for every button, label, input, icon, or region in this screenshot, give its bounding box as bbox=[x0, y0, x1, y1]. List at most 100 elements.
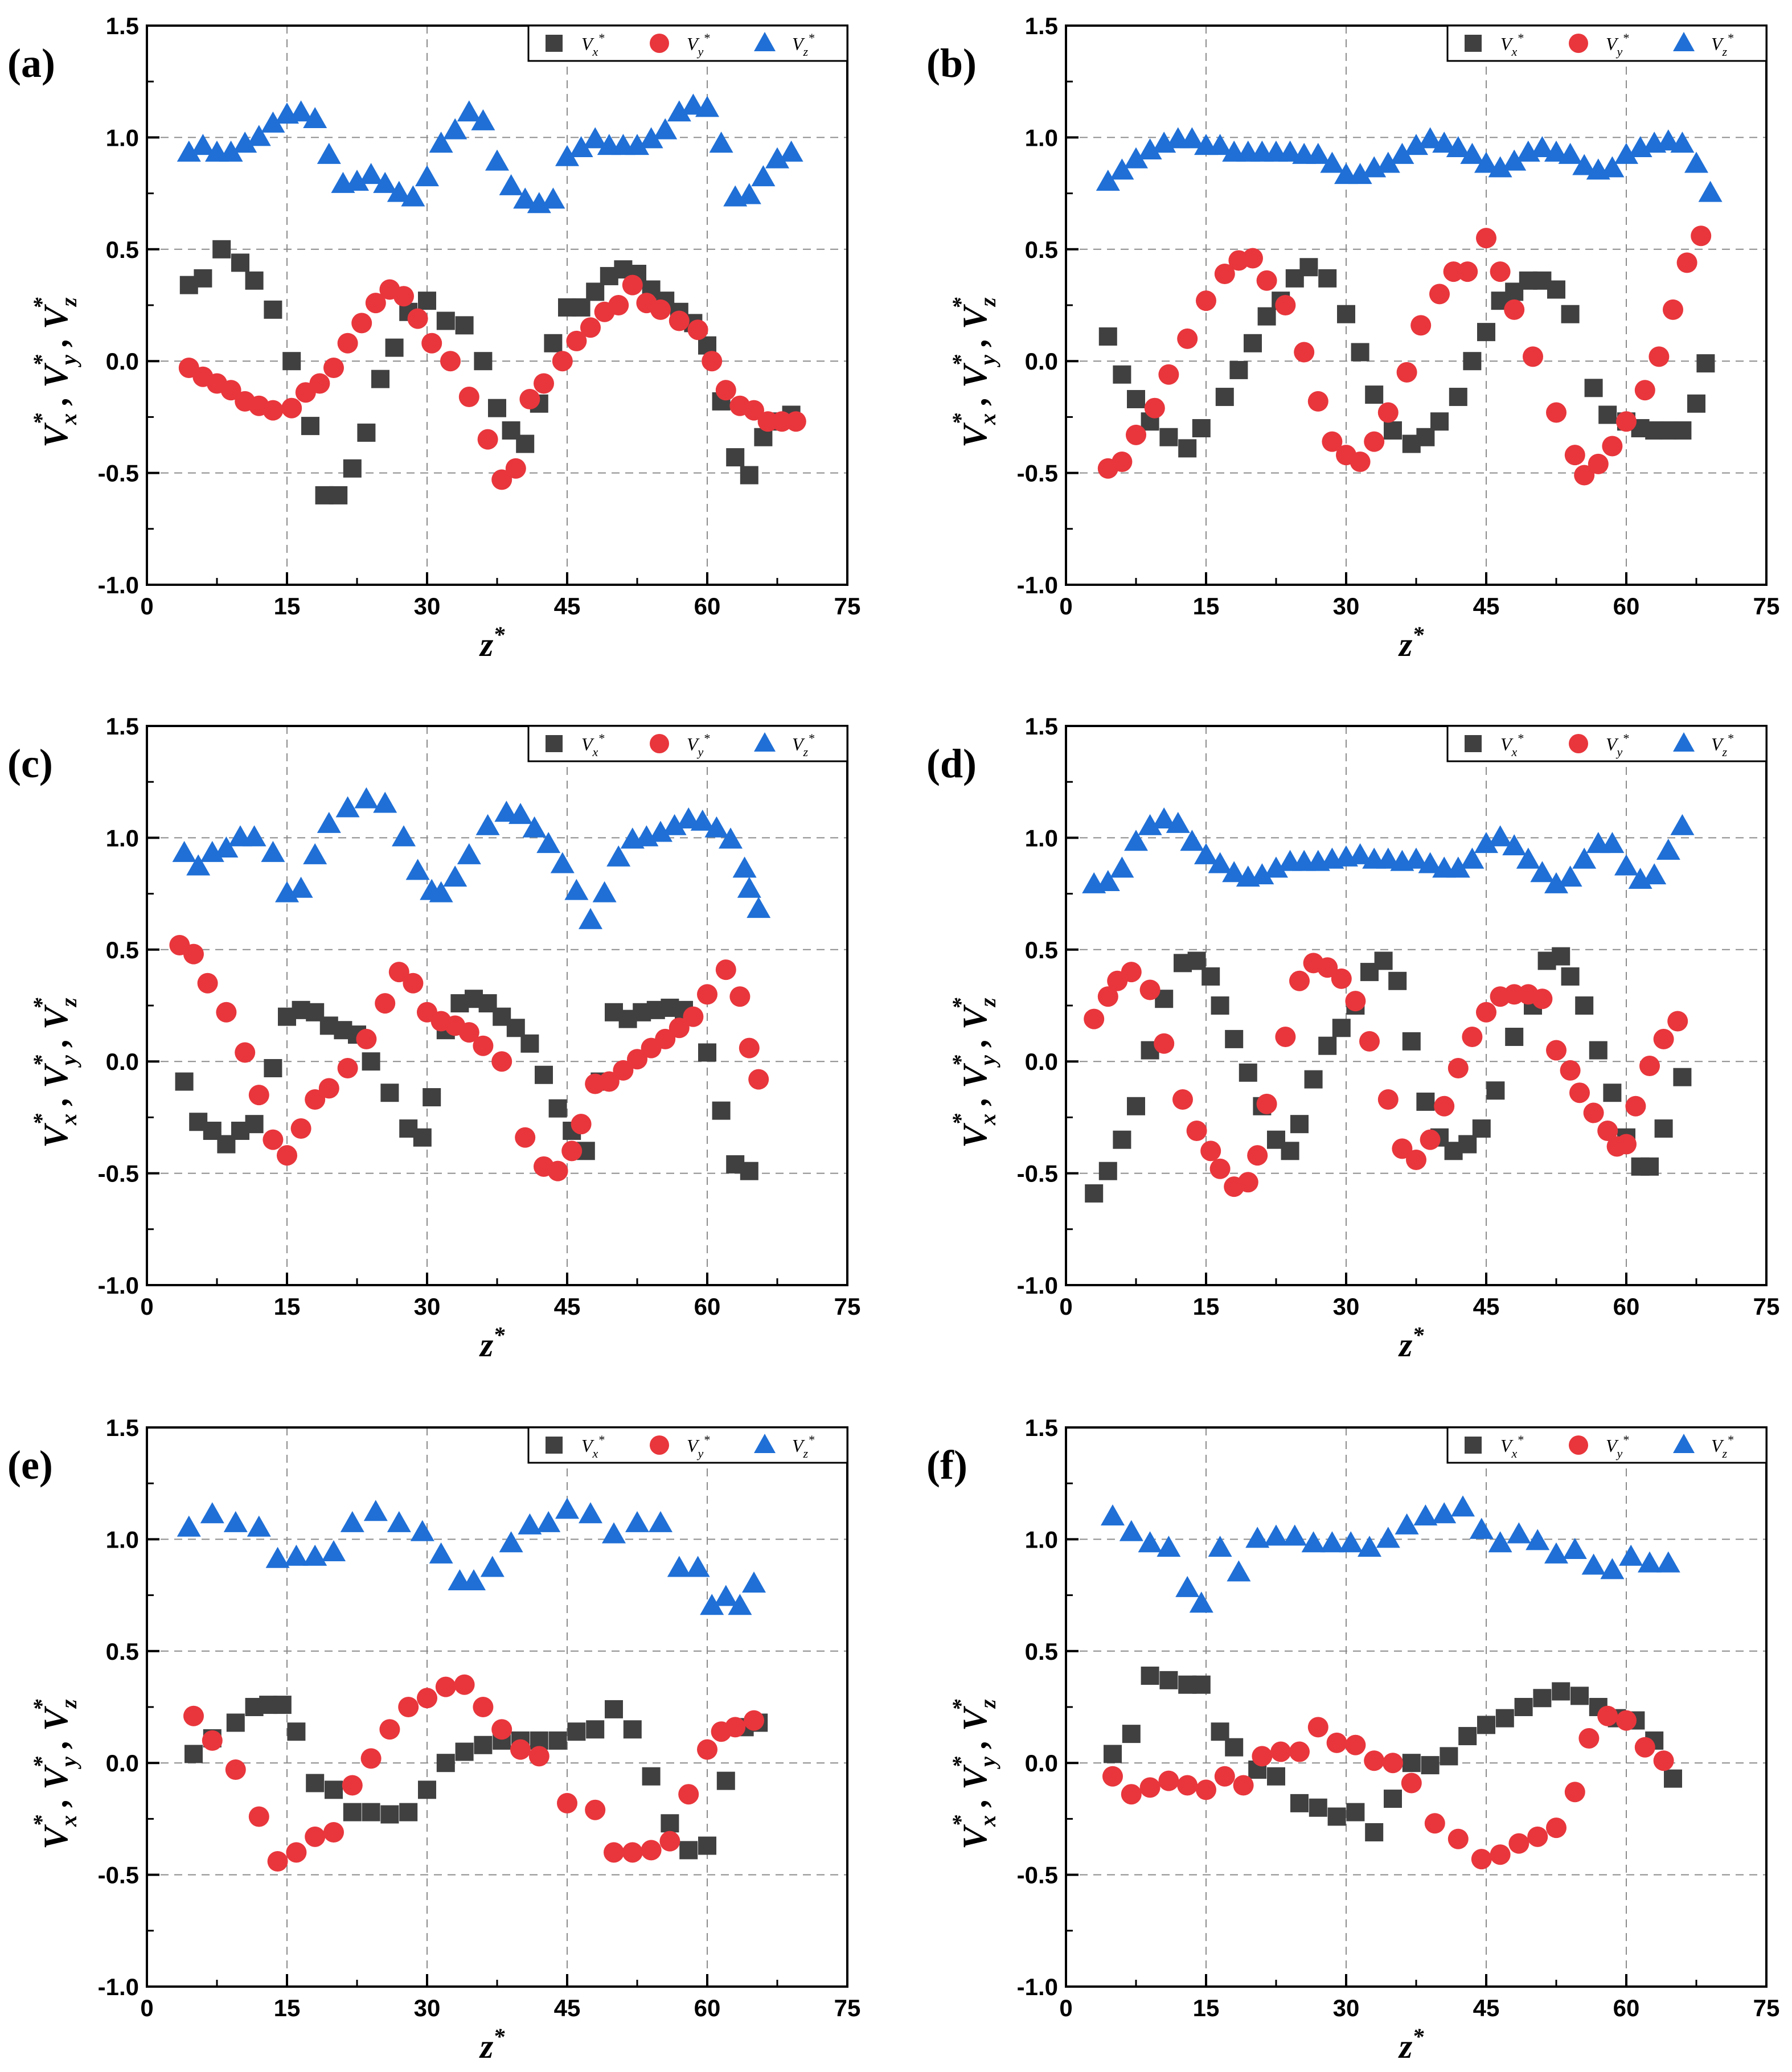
vz-point bbox=[1250, 863, 1274, 885]
vz-point bbox=[649, 820, 672, 842]
vy-point bbox=[407, 308, 428, 329]
x-tick-label: 30 bbox=[414, 593, 441, 619]
vz-point bbox=[602, 1522, 626, 1544]
legend-label: Vz* bbox=[792, 31, 814, 59]
plot-frame bbox=[1065, 24, 1768, 586]
legend-label: Vy* bbox=[1606, 731, 1629, 759]
vy-point bbox=[580, 317, 601, 338]
vz-point bbox=[1572, 154, 1597, 175]
vy-point bbox=[248, 1806, 269, 1827]
vy-point bbox=[337, 1057, 358, 1078]
vz-point bbox=[1222, 861, 1246, 883]
vy-point bbox=[458, 387, 479, 408]
vy-point bbox=[491, 1051, 512, 1072]
vx-point bbox=[264, 300, 282, 319]
vz-point bbox=[200, 1502, 224, 1524]
vz-point bbox=[261, 111, 285, 133]
vy-point bbox=[1546, 402, 1567, 423]
x-axis-title: z* bbox=[1398, 2024, 1424, 2065]
legend-triangle-icon bbox=[1673, 32, 1695, 51]
y-tick-label: 1.0 bbox=[106, 1526, 139, 1553]
vz-point bbox=[1413, 1504, 1438, 1526]
vz-point bbox=[686, 1556, 710, 1577]
vx-point bbox=[1225, 1029, 1244, 1048]
chart-panel: 0 15 30 45 60 75 -1.0 -0.5 0.0 0.5 1.0 1.5 (e) z* Vx* … bbox=[7, 1414, 860, 2065]
vz-point bbox=[1446, 136, 1470, 158]
vx-point bbox=[586, 1720, 605, 1739]
vx-point bbox=[273, 1696, 292, 1714]
y-tick-label: 0.5 bbox=[1025, 937, 1058, 963]
vy-point bbox=[323, 1821, 344, 1843]
vx-point bbox=[1664, 1769, 1682, 1788]
plot-frame bbox=[1065, 725, 1768, 1286]
vy-point bbox=[1447, 1057, 1469, 1078]
vz-point bbox=[1446, 856, 1470, 878]
vz-point bbox=[485, 149, 509, 171]
vy-point bbox=[1289, 1741, 1310, 1762]
vy-point bbox=[421, 333, 442, 354]
vy-point bbox=[1406, 1150, 1426, 1171]
vx-point bbox=[1495, 1709, 1514, 1728]
legend-circle-icon bbox=[1569, 734, 1588, 753]
legend-box bbox=[1446, 725, 1768, 762]
vx-point bbox=[605, 1700, 623, 1718]
vy-point bbox=[744, 1710, 764, 1731]
vx-point bbox=[516, 434, 535, 453]
vy-point bbox=[1383, 1753, 1403, 1774]
vz-point bbox=[1544, 872, 1568, 893]
vx-point bbox=[371, 370, 389, 388]
panel-label: (a) bbox=[7, 40, 55, 86]
legend-label: Vy* bbox=[1606, 31, 1629, 59]
vy-point bbox=[1560, 1060, 1581, 1081]
x-tick-label: 75 bbox=[1753, 1995, 1780, 2021]
vy-point bbox=[669, 310, 690, 331]
vy-point bbox=[1476, 1002, 1496, 1023]
vy-point bbox=[1275, 295, 1296, 315]
vz-point bbox=[522, 816, 547, 838]
vz-point bbox=[579, 908, 602, 929]
vz-point bbox=[1208, 1536, 1232, 1557]
vz-point bbox=[1138, 814, 1162, 835]
vy-point bbox=[659, 1831, 680, 1852]
y-tick-label: 1.0 bbox=[1025, 824, 1058, 851]
plot-frame bbox=[146, 24, 848, 586]
vx-point bbox=[1299, 258, 1318, 277]
vy-point bbox=[650, 299, 671, 320]
vy-point bbox=[235, 1042, 256, 1063]
vy-point bbox=[739, 1037, 760, 1058]
vx-point bbox=[1402, 1754, 1421, 1773]
vz-point bbox=[765, 147, 789, 169]
y-tick-label: 0.0 bbox=[1025, 1048, 1058, 1075]
vy-point bbox=[1476, 228, 1496, 249]
vx-point bbox=[282, 352, 301, 371]
vy-point bbox=[1420, 1129, 1441, 1150]
y-tick-label: -1.0 bbox=[98, 1973, 139, 2000]
vz-point bbox=[1642, 863, 1667, 885]
vz-point bbox=[676, 807, 701, 828]
vy-point bbox=[571, 1114, 592, 1135]
vz-point bbox=[499, 1531, 523, 1553]
vy-point bbox=[1583, 1102, 1604, 1123]
vy-point bbox=[1653, 1028, 1674, 1049]
vx-point bbox=[1098, 327, 1117, 346]
vx-point bbox=[1561, 967, 1580, 986]
plot-area bbox=[1066, 726, 1766, 1285]
vz-point bbox=[284, 1544, 309, 1566]
vy-point bbox=[534, 373, 554, 394]
vz-point bbox=[1558, 142, 1582, 164]
vz-point bbox=[1166, 811, 1190, 833]
vz-point bbox=[1600, 1558, 1625, 1579]
vz-point bbox=[322, 1540, 346, 1561]
vz-point bbox=[1348, 163, 1372, 184]
x-tick-label: 75 bbox=[1753, 1293, 1780, 1320]
vx-point bbox=[1402, 1032, 1421, 1051]
x-tick-label: 45 bbox=[554, 1293, 581, 1320]
y-tick-label: -0.5 bbox=[98, 1160, 139, 1187]
vz-point bbox=[261, 840, 285, 862]
panel-label: (e) bbox=[7, 1442, 53, 1488]
vx-point bbox=[455, 1742, 474, 1761]
vy-point bbox=[351, 313, 372, 334]
vy-point bbox=[1350, 451, 1371, 472]
vx-point bbox=[1575, 996, 1594, 1015]
vz-point bbox=[700, 1594, 724, 1615]
